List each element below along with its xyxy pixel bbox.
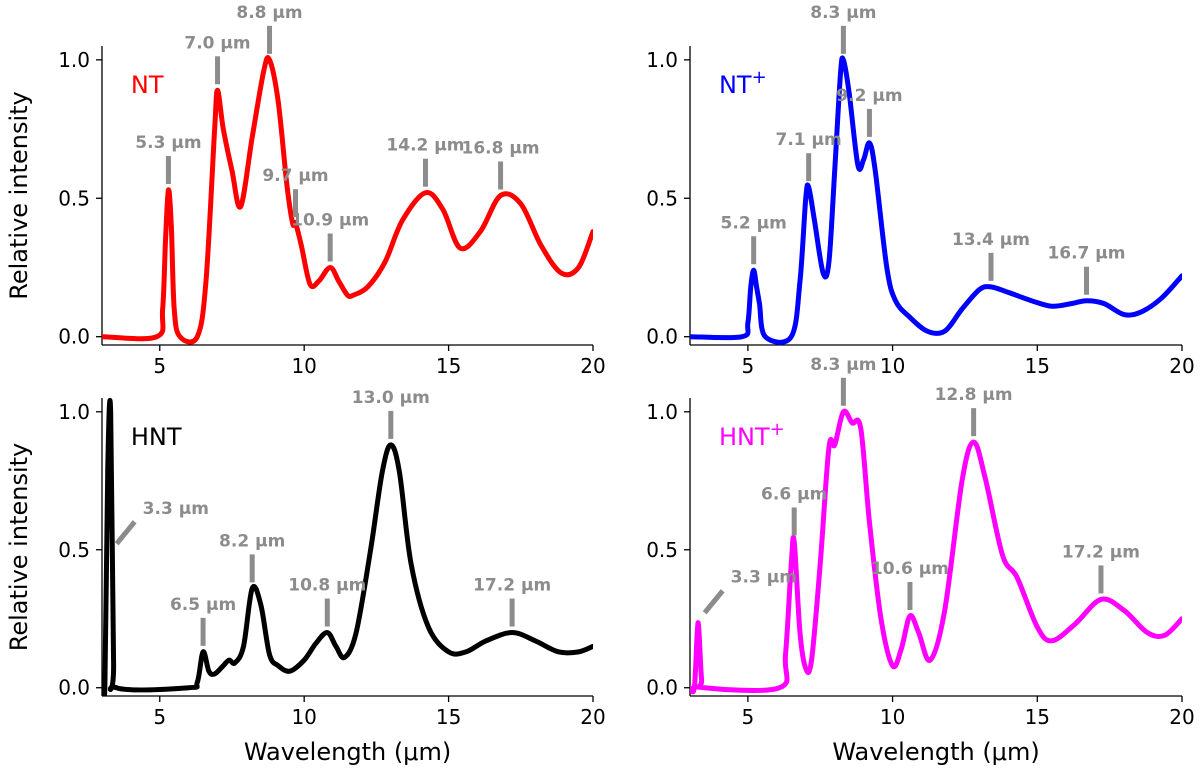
- x-tick-label: 15: [1025, 354, 1050, 378]
- y-tick-label: 0.5: [58, 538, 90, 562]
- x-tick-label: 5: [742, 354, 755, 378]
- y-axis-label: Relative intensity: [5, 91, 33, 299]
- x-tick-label: 10: [880, 705, 905, 729]
- panel-4: 5 10 15 20 0.0 0.5 1.0 Wavelength (μm) HNT+ 3.3 µ…: [646, 355, 1195, 766]
- peak-label: 12.8 µm: [935, 385, 1013, 405]
- peak-label: 9.2 µm: [836, 86, 902, 106]
- x-tick-label: 15: [436, 354, 461, 378]
- peak-label: 10.9 µm: [291, 210, 369, 230]
- y-tick-label: 0.5: [646, 538, 678, 562]
- y-tick-label: 0.0: [58, 325, 90, 349]
- peak-marker: [702, 589, 725, 615]
- peak-label: 8.8 µm: [236, 3, 302, 23]
- x-tick-label: 10: [291, 705, 316, 729]
- x-tick-label: 5: [153, 705, 166, 729]
- x-tick-label: 20: [580, 354, 605, 378]
- x-tick-label: 20: [580, 705, 605, 729]
- peak-label: 17.2 µm: [1062, 542, 1140, 562]
- y-tick-label: 1.0: [646, 48, 678, 72]
- x-tick-label: 5: [742, 705, 755, 729]
- peak-label: 8.3 µm: [810, 355, 876, 375]
- peak-label: 3.3 µm: [143, 499, 209, 519]
- peak-label: 8.2 µm: [219, 531, 285, 551]
- panel-1: 5 10 15 20 0.0 0.5 1.0 Relative intensity NT 5.3 …: [5, 3, 606, 378]
- spectrum-line: [102, 55, 593, 345]
- y-tick-label: 0.5: [58, 186, 90, 210]
- x-tick-label: 10: [291, 354, 316, 378]
- peak-label: 17.2 µm: [473, 576, 551, 596]
- panel-title-superscript: +: [770, 419, 785, 440]
- panel-title: HNT: [131, 423, 182, 451]
- peak-label: 7.1 µm: [776, 130, 842, 150]
- x-tick-label: 10: [880, 354, 905, 378]
- y-tick-label: 0.0: [646, 676, 678, 700]
- panel-2: 5 10 15 20 0.0 0.5 1.0 NT+ 5.2 µm 7.1 µm 8.3 µm 9.2…: [646, 3, 1195, 378]
- y-axis-label: Relative intensity: [5, 443, 33, 651]
- x-tick-label: 15: [1025, 705, 1050, 729]
- peak-label: 16.7 µm: [1047, 244, 1125, 264]
- peak-label: 13.0 µm: [352, 388, 430, 408]
- panel-title: NT: [131, 71, 164, 99]
- spectrum-line: [690, 55, 1182, 345]
- peak-label: 13.4 µm: [952, 230, 1030, 250]
- peak-label: 5.2 µm: [721, 213, 787, 233]
- peak-label: 3.3 µm: [731, 568, 797, 588]
- peak-label: 10.6 µm: [871, 559, 949, 579]
- x-tick-label: 20: [1169, 705, 1194, 729]
- y-tick-label: 0.5: [646, 186, 678, 210]
- peak-label: 6.6 µm: [761, 484, 827, 504]
- peak-label: 14.2 µm: [386, 136, 464, 156]
- peak-label: 5.3 µm: [135, 133, 201, 153]
- y-tick-label: 0.0: [58, 676, 90, 700]
- peak-marker: [114, 520, 137, 546]
- x-tick-label: 20: [1169, 354, 1194, 378]
- spectrum-line: [690, 408, 1182, 695]
- y-tick-label: 1.0: [58, 400, 90, 424]
- peak-label: 9.7 µm: [262, 166, 328, 186]
- peak-label: 16.8 µm: [462, 139, 540, 159]
- panel-title-superscript: +: [752, 67, 767, 88]
- panel-title: NT+: [719, 67, 767, 99]
- spectrum-line: [102, 398, 593, 696]
- y-tick-label: 0.0: [646, 325, 678, 349]
- y-tick-label: 1.0: [646, 400, 678, 424]
- panel-3: 5 10 15 20 0.0 0.5 1.0 Relative intensity Wavele…: [5, 388, 606, 766]
- panel-title: HNT+: [719, 419, 785, 451]
- y-tick-label: 1.0: [58, 48, 90, 72]
- peak-label: 10.8 µm: [288, 576, 366, 596]
- peak-label: 7.0 µm: [184, 33, 250, 53]
- x-axis-label: Wavelength (μm): [244, 738, 451, 766]
- x-tick-label: 5: [153, 354, 166, 378]
- peak-label: 6.5 µm: [170, 595, 236, 615]
- peak-label: 8.3 µm: [810, 3, 876, 23]
- x-tick-label: 15: [436, 705, 461, 729]
- x-axis-label: Wavelength (μm): [832, 738, 1039, 766]
